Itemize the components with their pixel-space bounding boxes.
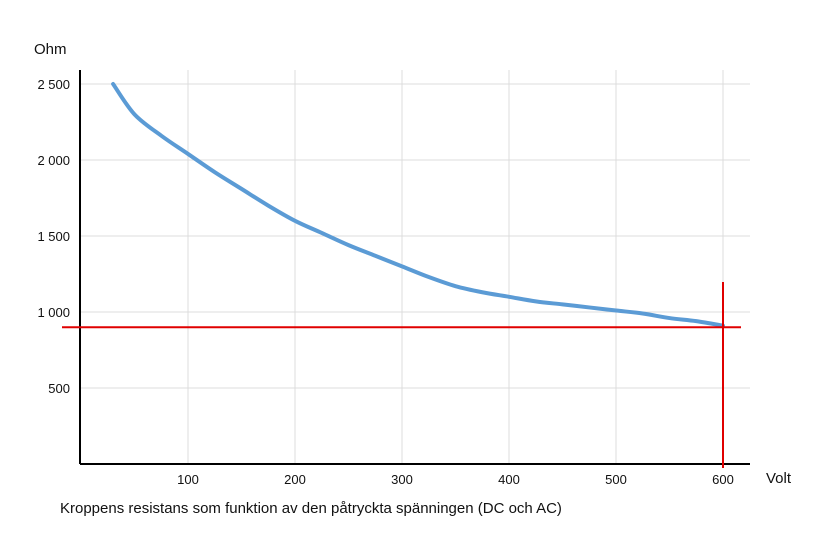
tick-labels: 100 200 300 400 500 600 500 1 000 1 500 2 000 2 50… [37,77,733,487]
series-group [111,82,725,328]
x-axis-title: Volt [766,470,792,487]
y-axis-title: Ohm [34,41,67,58]
y-tick-label: 2 500 [37,77,70,92]
x-tick-label: 600 [712,472,734,487]
axes [79,70,750,465]
reference-lines [62,282,741,468]
resistance-series-line [111,82,725,328]
y-tick-label: 2 000 [37,153,70,168]
y-tick-label: 1 500 [37,229,70,244]
x-tick-label: 200 [284,472,306,487]
x-tick-label: 100 [177,472,199,487]
x-tick-label: 300 [391,472,413,487]
x-tick-label: 500 [605,472,627,487]
y-tick-label: 1 000 [37,305,70,320]
x-tick-label: 400 [498,472,520,487]
chart-caption: Kroppens resistans som funktion av den p… [60,500,562,517]
grid-lines [80,70,750,464]
y-tick-label: 500 [48,381,70,396]
